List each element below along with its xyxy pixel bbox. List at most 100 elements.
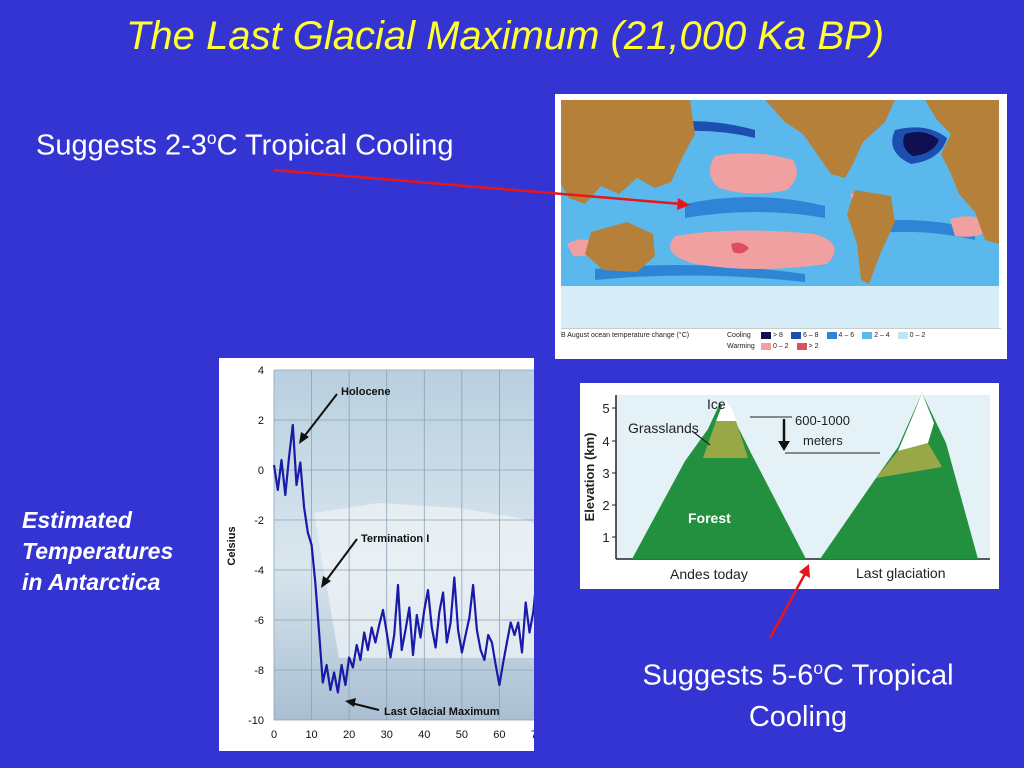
ice-cap-glacial	[898, 393, 934, 451]
legend-item: > 2	[796, 343, 819, 350]
legend-swatch	[826, 332, 837, 339]
arrowhead	[799, 564, 810, 578]
y-tick-label: 2	[258, 415, 264, 427]
arrowhead	[345, 698, 356, 707]
side-label-line: in Antarctica	[22, 569, 161, 595]
annotation-lgm: Last Glacial Maximum	[384, 706, 500, 718]
legend-label: > 8	[773, 332, 783, 339]
forest-zone-glacial	[820, 393, 978, 559]
y-axis-label: Elevation (km)	[582, 433, 597, 522]
antarctica-temperature-chart: 010203040506070420-2-4-6-8-10 Celsius Ho…	[226, 365, 534, 741]
ocean-temperature-map-figure: B August ocean temperature change (°C) C…	[555, 94, 1007, 359]
annotation-holocene: Holocene	[341, 386, 391, 398]
ice-label: Ice	[707, 396, 726, 412]
north-atlantic-cooling-strong	[903, 132, 939, 156]
caption-tropical-cooling-map: Suggests 2-3oC Tropical Cooling	[36, 128, 454, 163]
annotation-termination: Termination I	[361, 533, 429, 545]
caption-text: Suggests 5-6	[642, 659, 814, 692]
antarctica-temperature-chart-figure: 010203040506070420-2-4-6-8-10 Celsius Ho…	[219, 358, 534, 751]
caption-text: Suggests 2-3	[36, 129, 207, 162]
arrowhead	[677, 198, 690, 210]
x-tick-label: 50	[456, 729, 468, 741]
shift-arrowhead	[778, 441, 790, 451]
land-eurasia-africa	[925, 100, 999, 244]
grassland-zone-today	[703, 421, 748, 458]
slide-title: The Last Glacial Maximum (21,000 Ka BP)	[125, 14, 885, 58]
map-caption: B August ocean temperature change (°C)	[561, 332, 690, 339]
caption-tropical-cooling-andes: Suggests 5-6oC Tropical Cooling	[596, 648, 1000, 738]
degree-sup: o	[206, 128, 217, 148]
x-tick-label: 30	[381, 729, 393, 741]
forest-zone-today	[632, 403, 806, 559]
legend-item: 0 – 2	[761, 343, 789, 350]
legend-swatch	[761, 343, 771, 350]
land-north-america	[765, 100, 895, 178]
legend-label: 0 – 2	[773, 343, 789, 350]
y-tick-label: 4	[602, 434, 609, 449]
legend-label: 6 – 8	[802, 332, 819, 339]
y-tick-label: 2	[602, 498, 609, 513]
x-tick-label: 70	[531, 729, 534, 741]
land-asia	[561, 100, 695, 204]
arrowhead	[321, 576, 331, 588]
forest-label: Forest	[688, 510, 731, 526]
warming-patch-strong	[731, 242, 749, 254]
side-label-line: Temperatures	[22, 538, 174, 564]
land-australia	[585, 222, 655, 272]
legend-label: > 2	[808, 343, 819, 350]
x-tick-label: 40	[418, 729, 430, 741]
cooling-band	[595, 265, 805, 282]
x-tick-label: 20	[343, 729, 355, 741]
arrow-to-tropical-ocean	[273, 168, 683, 206]
legend-item: 2 – 4	[862, 332, 890, 339]
ice-cap-today	[716, 399, 736, 421]
legend-label: 0 – 2	[909, 332, 926, 339]
y-tick-label: -4	[254, 565, 264, 577]
legend-item: 6 – 8	[790, 332, 819, 339]
arrowhead	[299, 432, 309, 444]
andes-today-label: Andes today	[670, 566, 748, 582]
warming-patch	[709, 153, 797, 194]
grassland-zone-glacial	[876, 443, 942, 478]
side-label-line: Estimated	[22, 507, 132, 533]
y-tick-label: 3	[602, 466, 609, 481]
legend-swatch	[862, 332, 873, 339]
x-tick-label: 10	[305, 729, 317, 741]
andes-vegetation-diagram: 5 4 3 2 1 Elevation (km) Ice Grasslands …	[582, 393, 990, 582]
cooling-legend: > 8 6 – 8 4 – 6 2 – 4 0 – 2	[761, 332, 925, 339]
andes-vegetation-figure: 5 4 3 2 1 Elevation (km) Ice Grasslands …	[580, 383, 999, 589]
y-tick-label: -10	[248, 715, 264, 727]
legend-swatch	[790, 332, 801, 339]
y-tick-label: 1	[602, 530, 609, 545]
label-pointer	[691, 430, 711, 446]
x-tick-label: 60	[493, 729, 505, 741]
legend-swatch	[796, 343, 807, 350]
annotation-arrow	[350, 702, 380, 711]
warming-patch	[670, 230, 835, 269]
y-tick-label: 4	[258, 365, 264, 377]
warming-legend: 0 – 2 > 2	[761, 343, 819, 350]
legend-label: 4 – 6	[838, 332, 855, 339]
y-ticks	[612, 407, 616, 538]
cooling-band	[685, 196, 825, 218]
x-tick-label: 0	[271, 729, 277, 741]
y-tick-label: -6	[254, 615, 264, 627]
grasslands-label: Grasslands	[628, 420, 699, 436]
ocean-temperature-map	[561, 100, 1001, 329]
antarctica-side-label: Estimated Temperatures in Antarctica	[22, 505, 173, 598]
legend-item: > 8	[761, 332, 783, 339]
y-axis-label: Celsius	[226, 526, 238, 565]
warming-legend-label: Warming	[727, 343, 755, 350]
legend-item: 0 – 2	[897, 332, 926, 339]
y-tick-label: 5	[602, 401, 609, 416]
y-tick-label: -8	[254, 665, 264, 677]
legend-item: 4 – 6	[826, 332, 855, 339]
annotation-arrow	[302, 393, 338, 439]
caption-text-end: C Tropical Cooling	[216, 129, 454, 162]
y-tick-label: 0	[258, 465, 264, 477]
temperature-series-line	[272, 423, 534, 694]
arrow-to-andes-valley	[768, 571, 808, 639]
last-glaciation-label: Last glaciation	[856, 565, 946, 581]
land-south-america	[847, 190, 895, 284]
